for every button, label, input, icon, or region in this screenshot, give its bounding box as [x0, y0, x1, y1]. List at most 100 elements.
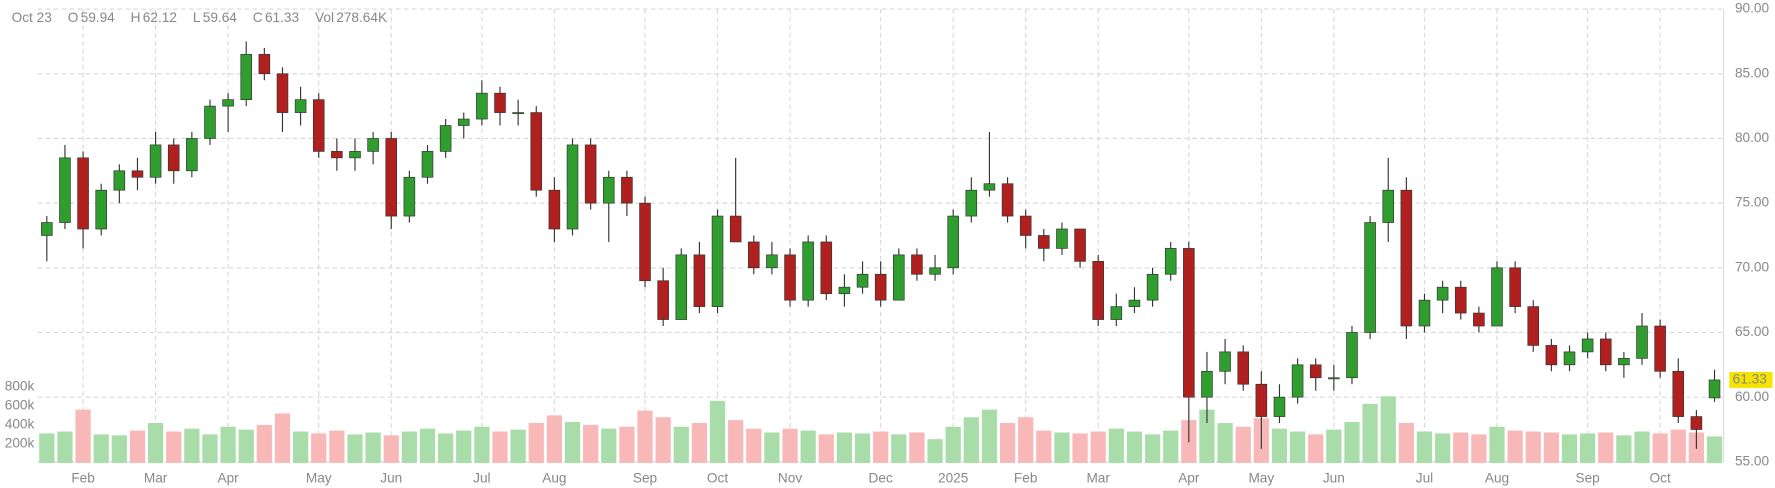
- volume-bar: [419, 428, 436, 463]
- candle-body: [1436, 286, 1449, 301]
- volume-bar: [1054, 432, 1070, 463]
- volume-bar: [1435, 433, 1451, 463]
- volume-bar: [891, 434, 907, 463]
- candle-body: [113, 170, 126, 191]
- volume-bar: [746, 428, 762, 463]
- volume-bar: [764, 432, 780, 463]
- candle-body: [1708, 379, 1721, 399]
- header-date: Oct 23: [12, 10, 52, 25]
- volume-bar: [945, 426, 961, 463]
- candle-body: [929, 267, 941, 275]
- y2-tick-label: 200k: [5, 436, 35, 451]
- candle-body: [856, 273, 869, 288]
- volume-bar: [528, 422, 544, 463]
- volume-bar: [1072, 433, 1088, 463]
- candle-body: [1164, 248, 1177, 275]
- candle-body: [548, 189, 561, 230]
- candle-body: [131, 170, 144, 178]
- candle-body: [874, 273, 887, 301]
- volume-bar: [1580, 433, 1596, 463]
- volume-bar: [854, 433, 871, 463]
- volume-bar: [75, 409, 91, 463]
- volume-bar: [1525, 431, 1541, 463]
- volume-bar: [564, 422, 581, 463]
- volume-bar: [1652, 433, 1668, 463]
- volume-bar: [1163, 430, 1179, 463]
- volume-bar: [1634, 431, 1650, 463]
- volume-bar: [1489, 426, 1505, 463]
- candle-body: [1074, 228, 1086, 262]
- x-tick-label: Feb: [71, 471, 95, 486]
- x-tick-label: Mar: [144, 471, 168, 486]
- candle-body: [1291, 364, 1304, 398]
- volume-bar: [1398, 422, 1414, 463]
- candle-body: [439, 125, 452, 152]
- volume-bar: [1706, 436, 1723, 463]
- candle-body: [1001, 183, 1014, 217]
- y2-tick-label: 800k: [5, 378, 35, 393]
- volume-bar: [963, 417, 979, 463]
- header-label: L: [193, 10, 201, 25]
- x-tick-label: Apr: [217, 471, 239, 486]
- volume-bar: [1344, 422, 1360, 463]
- volume-bar: [202, 434, 218, 463]
- candle-body: [729, 215, 742, 243]
- candle-body: [331, 151, 343, 159]
- candle-body: [911, 254, 923, 275]
- candle-body: [276, 73, 289, 113]
- volume-bar: [510, 429, 526, 463]
- x-tick-label: Jul: [1416, 471, 1433, 486]
- candle-body: [621, 176, 633, 204]
- header-value: 62.12: [143, 10, 177, 25]
- y-tick-label: 75.00: [1735, 195, 1770, 210]
- volume-bar: [39, 433, 55, 463]
- candle-body: [1255, 383, 1268, 417]
- header-value: 278.64K: [336, 10, 387, 25]
- candle-body: [349, 151, 361, 159]
- candle-body: [530, 112, 543, 191]
- volume-bar: [311, 433, 327, 463]
- candle-body: [1056, 228, 1068, 249]
- candle-body: [1473, 312, 1485, 327]
- volume-bar: [1199, 409, 1215, 463]
- x-tick-label: Sep: [633, 471, 658, 486]
- x-tick-label: May: [1248, 471, 1274, 486]
- candle-body: [1581, 338, 1594, 353]
- y-tick-label: 70.00: [1735, 259, 1770, 274]
- volume-bar: [1543, 432, 1559, 463]
- x-tick-label: Aug: [542, 471, 566, 486]
- x-tick-label: Jun: [380, 471, 402, 486]
- header-label: Vol: [315, 10, 334, 25]
- candle-body: [77, 157, 89, 230]
- candle-body: [1364, 222, 1376, 333]
- candle-body: [1219, 351, 1231, 372]
- candle-body: [1527, 306, 1540, 346]
- candle-body: [494, 92, 506, 113]
- x-tick-label: 2025: [938, 471, 969, 486]
- volume-bar: [1507, 430, 1523, 463]
- volume-bar: [256, 424, 272, 463]
- volume-bar: [782, 428, 798, 463]
- candle-body: [1382, 189, 1395, 223]
- y-tick-label: 85.00: [1735, 65, 1770, 80]
- candle-body: [1418, 299, 1431, 327]
- candle-body: [784, 254, 796, 301]
- volume-bar: [655, 417, 671, 463]
- candle-body: [1618, 358, 1630, 366]
- candle-body: [1346, 332, 1358, 379]
- y-tick-label: 65.00: [1735, 324, 1770, 339]
- volume-bar: [329, 430, 345, 463]
- volume-bar: [1326, 429, 1342, 463]
- volume-bar: [546, 415, 563, 463]
- volume-bar: [438, 433, 454, 463]
- candle-body: [512, 112, 524, 115]
- candle-body: [820, 241, 833, 295]
- volume-bar: [619, 426, 635, 463]
- volume-bar: [691, 422, 708, 463]
- volume-bar: [927, 439, 943, 463]
- candle-body: [1273, 396, 1286, 417]
- candle-body: [1509, 267, 1521, 307]
- volume-bar: [1090, 431, 1106, 463]
- candle-body: [258, 54, 271, 75]
